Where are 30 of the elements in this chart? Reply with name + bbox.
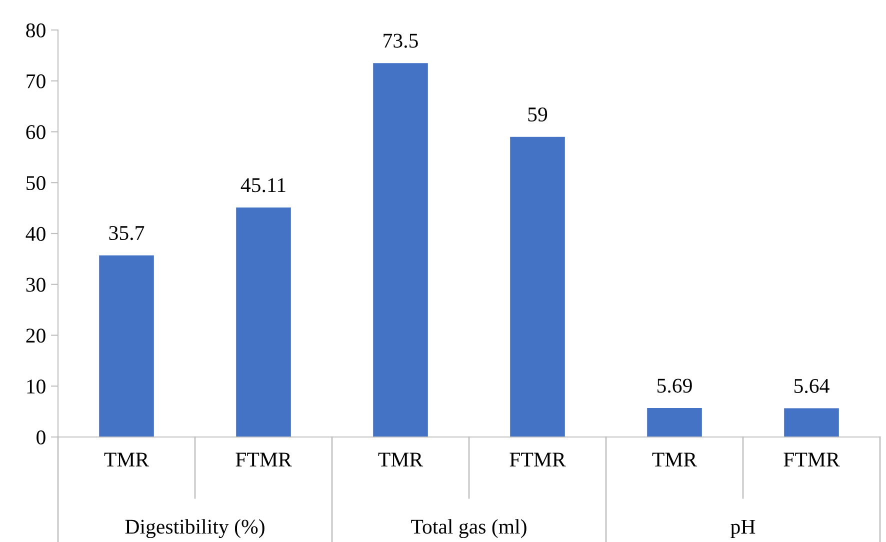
text: Total gas (ml) bbox=[411, 519, 526, 538]
x-tick-label: FTMR bbox=[236, 452, 292, 466]
data-label: 59 bbox=[528, 107, 548, 122]
x-tick-label: TMR bbox=[652, 452, 698, 466]
x-tick-label: TMR bbox=[378, 452, 424, 466]
data-label: 5.69 bbox=[657, 378, 692, 393]
data-label: 35.7 bbox=[109, 226, 144, 240]
y-tick-label: 40 bbox=[26, 226, 46, 241]
bar bbox=[647, 408, 702, 437]
text: Digestibility (%) bbox=[125, 519, 264, 538]
text: pH bbox=[730, 520, 756, 538]
bar bbox=[236, 208, 291, 437]
bar bbox=[510, 136, 565, 437]
y-tick-label: 80 bbox=[26, 23, 46, 38]
y-tick-label: 50 bbox=[26, 176, 46, 190]
y-tick-label: 30 bbox=[26, 278, 46, 292]
y-tick-label: 10 bbox=[27, 380, 46, 394]
y-tick-label: 60 bbox=[26, 125, 46, 140]
y-tick-label: 20 bbox=[26, 328, 46, 343]
data-label: 5.64 bbox=[794, 378, 830, 394]
bar bbox=[373, 63, 428, 437]
x-tick-label: TMR bbox=[104, 452, 150, 466]
bar bbox=[784, 408, 839, 437]
data-label: 73.5 bbox=[384, 34, 418, 48]
bar bbox=[99, 255, 154, 437]
x-tick-label: FTMR bbox=[784, 452, 840, 466]
x-tick-label: FTMR bbox=[510, 452, 566, 466]
y-tick-label: 70 bbox=[26, 74, 46, 88]
y-tick-label: 0 bbox=[36, 430, 46, 444]
data-label: 45.11 bbox=[240, 178, 286, 192]
